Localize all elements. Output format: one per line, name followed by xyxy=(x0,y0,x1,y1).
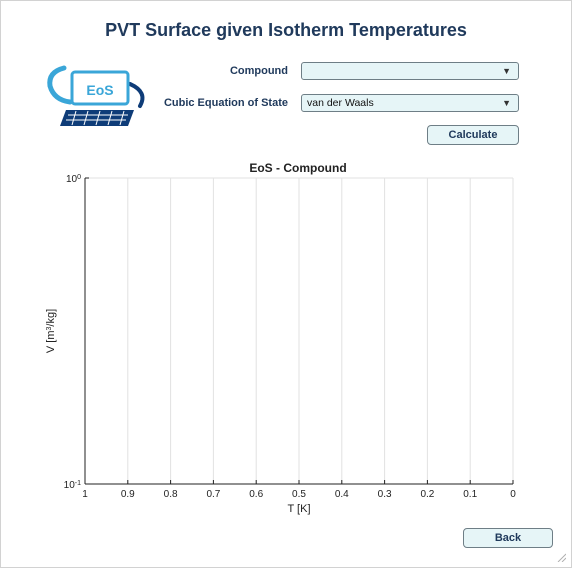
y-axis-label: V [m3/kg] xyxy=(45,309,57,353)
chart-title: EoS - Compound xyxy=(249,161,346,175)
resize-grip-icon[interactable] xyxy=(556,552,566,562)
eos-logo: EoS xyxy=(47,65,145,126)
x-tick-label: 0.9 xyxy=(121,489,135,500)
eos-value: van der Waals xyxy=(307,97,374,109)
x-tick-label: 0.3 xyxy=(378,489,392,500)
eos-chart: EoS - Compound 1 0.9 0.8 0.7 0.6 0.5 0.4 0.3 0.2… xyxy=(45,161,516,515)
calculate-button[interactable]: Calculate xyxy=(427,125,519,145)
eos-dropdown[interactable]: van der Waals ▼ xyxy=(301,94,519,112)
page-title: PVT Surface given Isotherm Temperatures xyxy=(105,20,467,40)
x-tick-label: 0.5 xyxy=(292,489,306,500)
dropdown-arrow-icon: ▼ xyxy=(502,98,511,108)
x-ticks: 1 0.9 0.8 0.7 0.6 0.5 0.4 0.3 0.2 0.1 0 xyxy=(82,480,516,500)
y-tick-label: 100 xyxy=(66,174,81,186)
dropdown-arrow-icon: ▼ xyxy=(502,66,511,76)
compound-dropdown[interactable]: ▼ xyxy=(301,62,519,80)
x-tick-label: 0.7 xyxy=(206,489,220,500)
x-axis-label: T [K] xyxy=(287,503,310,515)
x-tick-label: 0.4 xyxy=(335,489,349,500)
y-tick-label: 10-1 xyxy=(64,480,81,492)
eos-label: Cubic Equation of State xyxy=(163,97,288,109)
x-tick-label: 0.2 xyxy=(420,489,434,500)
x-tick-label: 0 xyxy=(510,489,516,500)
y-ticks: 100 10-1 xyxy=(64,174,89,492)
x-tick-label: 1 xyxy=(82,489,88,500)
x-tick-label: 0.6 xyxy=(249,489,263,500)
x-tick-label: 0.8 xyxy=(164,489,178,500)
compound-label: Compound xyxy=(229,65,288,77)
logo-text: EoS xyxy=(86,82,113,98)
x-tick-label: 0.1 xyxy=(463,489,477,500)
back-button[interactable]: Back xyxy=(463,528,553,548)
